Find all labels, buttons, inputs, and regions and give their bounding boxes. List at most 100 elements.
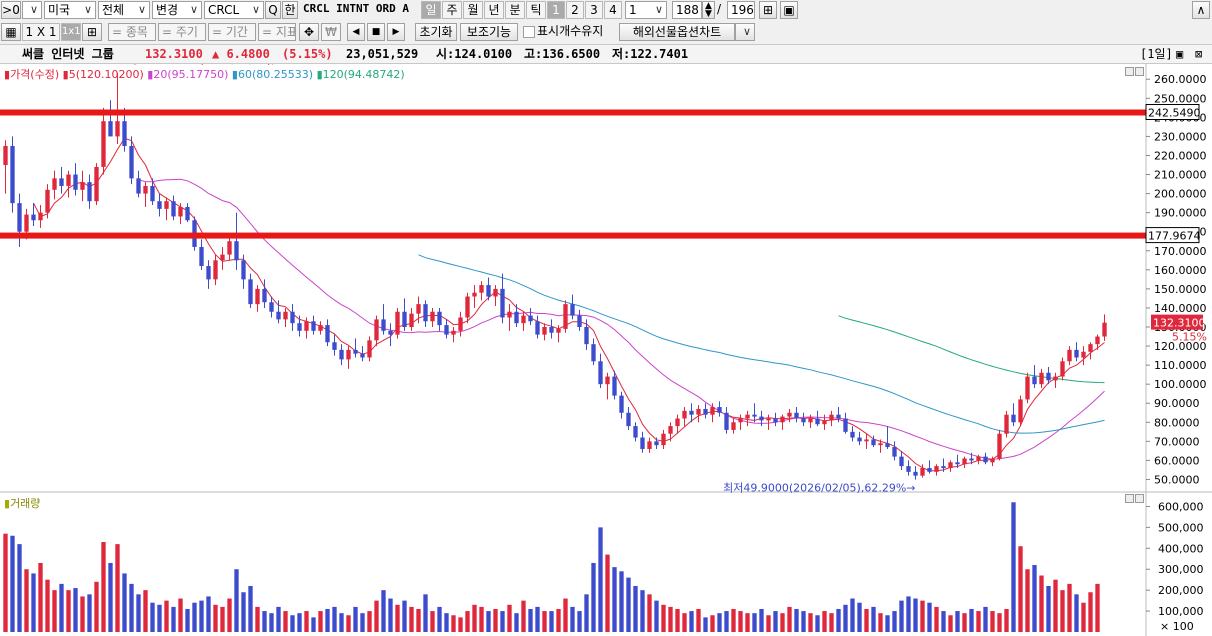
volume-bar	[185, 608, 190, 632]
volume-bar	[402, 600, 407, 632]
volume-bar	[283, 611, 288, 632]
range-button[interactable]: = 기간	[208, 23, 256, 41]
candle-body	[269, 302, 274, 312]
volume-bar	[577, 611, 582, 632]
next-icon[interactable]: ▶	[387, 23, 405, 41]
save-icon[interactable]: ▣	[780, 1, 798, 19]
low-annotation: 최저49.9000(2026/02/05),62.29%→	[723, 482, 915, 495]
price-chart[interactable]: 260.0000250.0000240.0000230.0000220.0000…	[0, 64, 1212, 636]
volume-bar	[801, 611, 806, 632]
candle-body	[640, 437, 645, 449]
candle-body	[787, 412, 792, 417]
volume-bar	[598, 527, 603, 632]
price-tick-label: 120.0000	[1154, 340, 1207, 353]
volume-bar	[444, 613, 449, 632]
won-icon[interactable]: ₩	[321, 23, 341, 41]
volume-bar	[808, 613, 813, 632]
volume-bar	[374, 600, 379, 632]
candle-body	[934, 466, 939, 472]
reset-button[interactable]: 초기화	[415, 23, 457, 41]
candle-body	[409, 313, 414, 328]
count-1-tab[interactable]: 1	[547, 1, 565, 19]
chevron-up-icon[interactable]	[22, 1, 42, 19]
price-tick-label: 50.0000	[1154, 473, 1200, 486]
period-week-tab[interactable]: 주	[442, 1, 462, 19]
period-button[interactable]: = 주기	[158, 23, 206, 41]
candle-body	[276, 311, 281, 320]
candle-body	[1095, 336, 1100, 345]
single-layout-button[interactable]: 1x1	[61, 23, 81, 41]
stepper-icon[interactable]: ▲ ▼	[702, 1, 715, 19]
chevron-down-icon[interactable]	[735, 23, 755, 41]
volume-bar	[556, 608, 561, 632]
candle-body	[969, 458, 974, 461]
period-day-tab[interactable]: 일	[421, 1, 441, 19]
candle-body	[416, 304, 421, 314]
aux-function-button[interactable]: 보조기능	[460, 23, 518, 41]
volume-panel-close-icon[interactable]	[1135, 494, 1144, 503]
candle-body	[549, 327, 554, 333]
volume-bar	[248, 585, 253, 632]
tile-icon[interactable]: ⊞	[82, 23, 102, 41]
candle-body	[227, 241, 232, 255]
volume-bar	[773, 611, 778, 632]
volume-bar	[1074, 594, 1079, 632]
close-icon[interactable]: ⊠	[1195, 47, 1203, 61]
stop-icon[interactable]: ■	[367, 23, 385, 41]
search-icon[interactable]: Q	[265, 1, 281, 19]
candle-body	[213, 260, 218, 280]
price-panel-close-icon[interactable]	[1135, 67, 1144, 76]
count-2-tab[interactable]: 2	[566, 1, 584, 19]
candle-body	[248, 279, 253, 305]
indicator-button[interactable]: = 지표	[258, 23, 296, 41]
market-select[interactable]: 미국	[44, 1, 96, 19]
volume-bar	[381, 590, 386, 632]
minimize-icon[interactable]: ▣	[1176, 47, 1184, 61]
volume-bar	[255, 606, 260, 632]
horizontal-line	[0, 232, 1146, 239]
volume-bar	[199, 600, 204, 632]
candle-body	[388, 330, 393, 335]
volume-bar	[521, 600, 526, 632]
volume-panel-minimize-icon[interactable]	[1125, 494, 1134, 503]
candle-body	[31, 214, 36, 221]
candle-body	[241, 260, 246, 280]
current-price-box	[1151, 314, 1203, 330]
volume-tick-label: 600,000	[1158, 500, 1204, 513]
add-window-icon[interactable]: ⊞	[759, 1, 777, 19]
legend-ma5: 5(120.10200)	[68, 68, 144, 81]
move-icon[interactable]: ✥	[299, 23, 319, 41]
volume-bar	[871, 606, 876, 632]
keep-count-checkbox[interactable]	[523, 26, 535, 38]
price-panel-minimize-icon[interactable]	[1125, 67, 1134, 76]
volume-bar	[115, 544, 120, 632]
period-minute-tab[interactable]: 분	[505, 1, 525, 19]
candle-body	[668, 426, 673, 434]
period-tick-tab[interactable]: 틱	[526, 1, 546, 19]
code-button[interactable]: >0	[1, 1, 21, 19]
grid-icon[interactable]: ▦	[1, 23, 21, 41]
data-count-input[interactable]: 188	[672, 1, 702, 19]
overseas-futures-chart-button[interactable]: 해외선물옵션차트	[619, 23, 735, 41]
item-button[interactable]: = 종목	[108, 23, 156, 41]
prev-icon[interactable]: ◀	[347, 23, 365, 41]
layout-1x1-button[interactable]: 1 X 1	[22, 23, 60, 41]
period-year-tab[interactable]: 년	[484, 1, 504, 19]
scope-select[interactable]: 전체	[98, 1, 150, 19]
candle-body	[724, 412, 729, 430]
volume-bar	[38, 562, 43, 632]
volume-bar	[304, 611, 309, 632]
main-toolbar: >0 미국 전체 변경 CRCL Q 한 CRCL INTNT ORD A 일 …	[0, 0, 1212, 23]
interval-select[interactable]: 1	[625, 1, 667, 19]
period-month-tab[interactable]: 월	[463, 1, 483, 19]
volume-bar	[45, 579, 50, 632]
korean-toggle-button[interactable]: 한	[282, 1, 298, 19]
candle-body	[521, 315, 526, 324]
collapse-icon[interactable]: ∧	[1192, 1, 1210, 19]
change-select[interactable]: 변경	[152, 1, 202, 19]
ticker-input[interactable]: CRCL	[204, 1, 264, 19]
candle-body	[437, 311, 442, 326]
count-4-tab[interactable]: 4	[604, 1, 622, 19]
count-3-tab[interactable]: 3	[585, 1, 603, 19]
volume-bar	[423, 594, 428, 632]
